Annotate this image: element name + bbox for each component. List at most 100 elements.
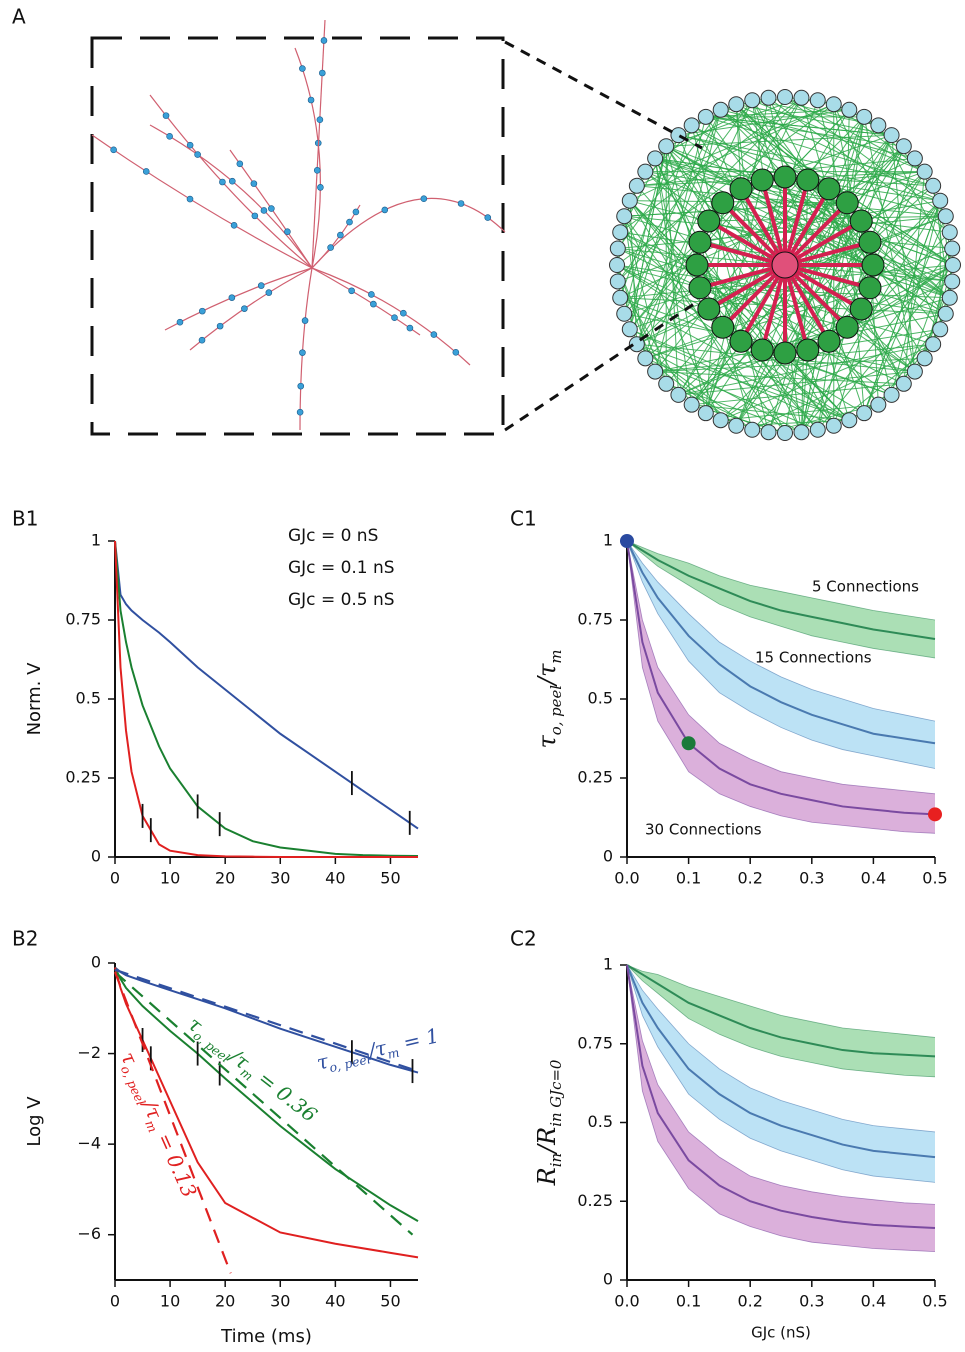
x-tick-label: 0.0 <box>614 1292 639 1311</box>
panel-label: B1 <box>12 507 38 531</box>
outer-cell <box>658 138 675 155</box>
spine <box>381 206 389 214</box>
connection <box>722 97 770 328</box>
outer-cell <box>670 386 687 403</box>
panel-label: C1 <box>510 507 537 531</box>
dendrite <box>189 267 313 351</box>
outer-cell <box>760 424 777 441</box>
label: Norm. V <box>24 662 45 736</box>
outer-cell <box>637 350 654 367</box>
spine <box>484 214 492 221</box>
outer-cell <box>760 89 777 106</box>
band-edge <box>626 540 936 834</box>
x-tick-label: 0.2 <box>737 869 762 888</box>
spoke <box>699 263 786 290</box>
spoke <box>699 240 786 267</box>
spine <box>296 408 304 416</box>
x-tick-label: 10 <box>160 869 180 888</box>
inner-cell <box>729 177 753 201</box>
line <box>626 540 936 745</box>
connection <box>735 104 742 189</box>
connection <box>752 343 934 431</box>
connection <box>817 116 865 430</box>
outer-cell <box>697 108 714 125</box>
point <box>681 736 696 751</box>
outer-cell <box>841 412 858 429</box>
y-tick-label: 1 <box>91 531 101 550</box>
y-tick-label: 0.25 <box>577 768 613 787</box>
spine <box>268 205 275 212</box>
x-tick-label: 20 <box>215 1292 235 1311</box>
connection <box>623 216 667 384</box>
line <box>114 968 413 1071</box>
inner-cell <box>773 341 797 365</box>
connection <box>678 281 953 396</box>
line <box>626 540 936 816</box>
outer-cell <box>616 208 633 225</box>
spine <box>406 324 414 332</box>
label-part: τ <box>533 735 561 749</box>
outer-cell <box>932 321 949 338</box>
y-tick-label: −6 <box>77 1224 101 1243</box>
spine <box>400 309 407 317</box>
connection <box>891 135 916 372</box>
spoke <box>784 240 871 267</box>
outer-cell <box>609 257 625 273</box>
line <box>114 971 414 1236</box>
label: τo, peel/τm <box>533 649 566 748</box>
outer-cell <box>616 305 633 322</box>
outer-cell <box>809 92 826 109</box>
outer-cell <box>883 386 900 403</box>
spine <box>250 180 258 187</box>
x-tick-label: 0.3 <box>799 869 824 888</box>
spine <box>142 168 150 175</box>
line <box>626 964 936 1058</box>
line <box>113 971 232 1274</box>
label-part: o, peel <box>328 1051 372 1075</box>
band-edge <box>626 964 936 1078</box>
outer-cell <box>941 289 958 306</box>
connection <box>654 179 809 372</box>
label-part: in <box>547 1153 565 1167</box>
spine <box>337 231 344 239</box>
connection <box>654 158 786 434</box>
outer-cell <box>658 375 675 392</box>
inner-cell <box>750 168 774 192</box>
spine <box>219 178 226 186</box>
label-part: m <box>142 1118 160 1135</box>
spine <box>198 336 206 344</box>
spoke <box>739 187 787 266</box>
y-tick-label: −4 <box>77 1134 101 1153</box>
x-axis-label: Time (ms) <box>220 1326 312 1347</box>
x-tick-label: 30 <box>270 1292 290 1311</box>
spoke <box>783 187 831 266</box>
label: Rin/Rin GJc=0 <box>533 1060 566 1187</box>
connection <box>817 264 954 431</box>
connection <box>691 124 951 299</box>
inner-cell <box>729 329 753 353</box>
inner-cell <box>858 276 882 300</box>
spine <box>229 177 236 185</box>
spoke <box>783 264 831 343</box>
label-part: in GJc=0 <box>547 1060 565 1127</box>
connection <box>699 200 941 243</box>
connection <box>655 357 925 373</box>
spine <box>346 218 353 226</box>
connection <box>654 158 848 328</box>
spine <box>301 317 309 324</box>
spine <box>166 133 173 140</box>
x-tick-label: 0.1 <box>676 1292 701 1311</box>
legend-entry: GJc = 0 nS <box>288 526 378 546</box>
connection <box>768 134 893 433</box>
spoke <box>760 179 787 266</box>
label: τo, peel/τm = 1 <box>314 1023 442 1078</box>
spine <box>257 282 265 289</box>
series-label: 15 Connections <box>755 649 872 667</box>
y-tick-label: 0.5 <box>588 689 613 708</box>
line <box>114 540 419 830</box>
connection <box>691 404 850 421</box>
label-part: = 0.13 <box>150 1123 202 1200</box>
outer-cell <box>925 177 942 194</box>
x-tick-label: 0.3 <box>799 1292 824 1311</box>
